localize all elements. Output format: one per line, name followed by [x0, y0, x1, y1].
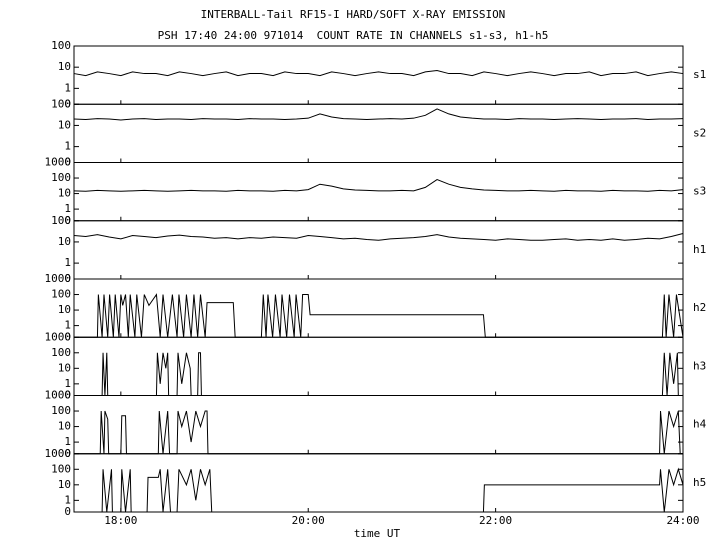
series-name: s3 [693, 185, 706, 198]
y-tick-label: 100 [51, 462, 71, 475]
data-line [74, 293, 684, 338]
y-tick-label: 1 [64, 81, 71, 94]
y-tick-label: 1 [64, 140, 71, 153]
y-tick-label: 100 [51, 97, 71, 110]
y-tick-label: 0 [64, 447, 71, 460]
chart-subtitle: PSH 17:40 24:00 971014 COUNT RATE IN CHA… [158, 29, 549, 42]
y-tick-label: 10 [58, 303, 71, 316]
y-tick-label: 10 [58, 361, 71, 374]
y-tick-label: 1 [64, 435, 71, 448]
series-name: h2 [693, 301, 706, 314]
chart-title: INTERBALL-Tail RF15-I HARD/SOFT X-RAY EM… [201, 8, 506, 21]
panel-frame [73, 220, 684, 280]
y-tick-label: 1 [64, 377, 71, 390]
series-name: h4 [693, 418, 707, 431]
y-tick-label: 10 [58, 235, 71, 248]
y-tick-label: 100 [51, 346, 71, 359]
x-tick-label: 24:00 [666, 514, 699, 527]
y-tick-label: 1 [64, 319, 71, 332]
y-tick-label: 100 [51, 288, 71, 301]
y-tick-label: 0 [64, 97, 71, 110]
y-tick-label: 1000 [45, 389, 72, 402]
y-tick-label: 0 [64, 156, 71, 169]
y-tick-label: 10 [58, 478, 71, 491]
data-line [73, 69, 684, 77]
x-tick-label: 18:00 [104, 514, 137, 527]
y-tick-label: 1000 [45, 330, 72, 343]
series-name: s1 [693, 68, 706, 81]
series-name: h3 [693, 359, 706, 372]
y-tick-label: 10 [58, 118, 71, 131]
series-name: h1 [693, 243, 706, 256]
panel-frame [73, 278, 684, 338]
y-tick-label: 10 [58, 187, 71, 200]
panel-frame [73, 453, 684, 513]
y-tick-label: 1000 [45, 272, 72, 285]
y-tick-label: 100 [51, 39, 71, 52]
data-line [74, 410, 683, 455]
y-tick-label: 1000 [45, 156, 72, 169]
data-line [74, 467, 684, 513]
data-line [73, 178, 684, 192]
y-tick-label: 10 [58, 60, 71, 73]
panel-frame [73, 395, 684, 455]
y-tick-label: 0 [64, 272, 71, 285]
x-tick-label: 22:00 [479, 514, 512, 527]
y-tick-label: 100 [51, 214, 71, 227]
y-tick-label: 10 [58, 420, 71, 433]
panel-frame [73, 103, 684, 163]
y-tick-label: 1 [64, 256, 71, 269]
y-tick-label: 1 [64, 493, 71, 506]
y-tick-label: 0 [64, 214, 71, 227]
x-axis-label: time UT [354, 527, 401, 540]
y-tick-label: 1000 [45, 447, 72, 460]
series-name: h5 [693, 476, 706, 489]
y-tick-label: 100 [51, 171, 71, 184]
x-tick-label: 20:00 [292, 514, 325, 527]
y-tick-label: 0 [64, 330, 71, 343]
y-tick-label: 0 [64, 505, 71, 518]
data-line [73, 233, 684, 241]
y-tick-label: 0 [64, 389, 71, 402]
y-tick-label: 1 [64, 202, 71, 215]
data-line [74, 352, 683, 396]
data-line [73, 108, 684, 121]
y-tick-label: 100 [51, 404, 71, 417]
series-name: s2 [693, 126, 706, 139]
